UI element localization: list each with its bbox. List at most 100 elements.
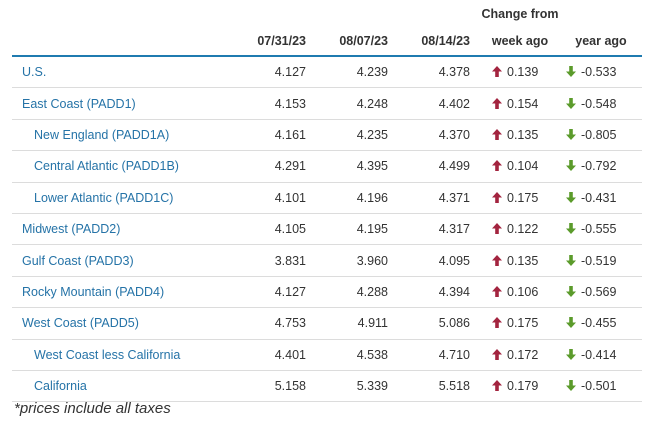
week-change-cell: 0.135: [480, 119, 560, 152]
table-body: U.S. 4.127 4.239 4.378 0.139 -0.533 East Coast…: [12, 56, 642, 403]
price-date1: 4.127: [232, 276, 316, 309]
year-change-cell: -0.431: [560, 182, 642, 214]
arrow-down-icon: [566, 128, 576, 140]
week-change-value: 0.122: [507, 222, 539, 237]
price-date1: 4.127: [232, 56, 316, 89]
price-date1: 4.105: [232, 213, 316, 246]
week-change-value: 0.104: [507, 159, 539, 174]
header-row-top: Change from: [12, 0, 642, 27]
arrow-down-icon: [566, 223, 576, 235]
region-header: [12, 27, 232, 57]
year-change-cell: -0.519: [560, 244, 642, 277]
price-date2: 4.239: [316, 56, 398, 89]
week-change-value: 0.135: [507, 253, 539, 268]
table-row: California 5.158 5.339 5.518 0.179 -0.501: [12, 370, 642, 403]
week-change-cell: 0.175: [480, 307, 560, 340]
date3-header: 08/14/23: [398, 27, 480, 57]
year-change-value: -0.805: [581, 127, 617, 142]
price-date3: 4.499: [398, 150, 480, 183]
price-date3: 4.371: [398, 182, 480, 214]
region-link[interactable]: U.S.: [12, 56, 232, 89]
week-change-cell: 0.135: [480, 244, 560, 277]
week-change-cell: 0.172: [480, 339, 560, 371]
arrow-down-icon: [566, 348, 576, 360]
header-spacer: [232, 0, 316, 27]
arrow-up-icon: [492, 254, 502, 266]
date1-header: 07/31/23: [232, 27, 316, 57]
region-link[interactable]: Gulf Coast (PADD3): [12, 244, 232, 277]
price-date3: 5.086: [398, 307, 480, 340]
region-link[interactable]: California: [12, 370, 232, 403]
arrow-down-icon: [566, 254, 576, 266]
region-link[interactable]: West Coast (PADD5): [12, 307, 232, 340]
year-change-value: -0.501: [581, 379, 617, 394]
region-link[interactable]: West Coast less California: [12, 339, 232, 371]
arrow-up-icon: [492, 380, 502, 392]
price-date1: 5.158: [232, 370, 316, 403]
table-row: U.S. 4.127 4.239 4.378 0.139 -0.533: [12, 56, 642, 89]
price-date2: 4.288: [316, 276, 398, 309]
price-date1: 4.153: [232, 87, 316, 120]
price-date2: 4.911: [316, 307, 398, 340]
header-row-bottom: 07/31/23 08/07/23 08/14/23 week ago year…: [12, 27, 642, 57]
price-date2: 5.339: [316, 370, 398, 403]
week-change-cell: 0.104: [480, 150, 560, 183]
arrow-up-icon: [492, 285, 502, 297]
arrow-up-icon: [492, 191, 502, 203]
region-link[interactable]: Rocky Mountain (PADD4): [12, 276, 232, 309]
region-link[interactable]: Lower Atlantic (PADD1C): [12, 182, 232, 214]
price-date1: 4.401: [232, 339, 316, 371]
year-change-cell: -0.533: [560, 56, 642, 89]
region-link[interactable]: Midwest (PADD2): [12, 213, 232, 246]
price-date2: 4.248: [316, 87, 398, 120]
year-change-cell: -0.455: [560, 307, 642, 340]
year-change-cell: -0.569: [560, 276, 642, 309]
year-change-value: -0.414: [581, 347, 617, 362]
price-date3: 5.518: [398, 370, 480, 403]
arrow-up-icon: [492, 160, 502, 172]
region-link[interactable]: New England (PADD1A): [12, 119, 232, 152]
week-change-cell: 0.154: [480, 87, 560, 120]
week-change-cell: 0.175: [480, 182, 560, 214]
table-header: Change from 07/31/23 08/07/23 08/14/23 w…: [12, 0, 642, 57]
week-change-value: 0.139: [507, 65, 539, 80]
arrow-down-icon: [566, 97, 576, 109]
arrow-up-icon: [492, 66, 502, 78]
table-row: New England (PADD1A) 4.161 4.235 4.370 0.135…: [12, 119, 642, 152]
arrow-up-icon: [492, 348, 502, 360]
week-change-value: 0.172: [507, 347, 539, 362]
date2-header: 08/07/23: [316, 27, 398, 57]
year-change-cell: -0.501: [560, 370, 642, 403]
year-change-value: -0.455: [581, 316, 617, 331]
region-link[interactable]: East Coast (PADD1): [12, 87, 232, 120]
year-change-cell: -0.414: [560, 339, 642, 371]
header-spacer: [560, 0, 642, 27]
week-change-cell: 0.179: [480, 370, 560, 403]
week-change-value: 0.175: [507, 316, 539, 331]
taxes-footnote: *prices include all taxes: [14, 400, 171, 417]
year-change-cell: -0.548: [560, 87, 642, 120]
arrow-down-icon: [566, 191, 576, 203]
region-link[interactable]: Central Atlantic (PADD1B): [12, 150, 232, 183]
arrow-up-icon: [492, 97, 502, 109]
header-spacer: [12, 0, 232, 27]
header-spacer: [398, 0, 480, 27]
week-ago-header: week ago: [480, 27, 560, 57]
price-date2: 3.960: [316, 244, 398, 277]
arrow-up-icon: [492, 317, 502, 329]
year-change-cell: -0.792: [560, 150, 642, 183]
table-row: West Coast (PADD5) 4.753 4.911 5.086 0.175 -0…: [12, 307, 642, 340]
price-date2: 4.196: [316, 182, 398, 214]
arrow-down-icon: [566, 66, 576, 78]
arrow-down-icon: [566, 380, 576, 392]
week-change-value: 0.106: [507, 284, 539, 299]
price-date3: 4.378: [398, 56, 480, 89]
price-date2: 4.538: [316, 339, 398, 371]
price-date2: 4.395: [316, 150, 398, 183]
price-date3: 4.370: [398, 119, 480, 152]
price-date2: 4.235: [316, 119, 398, 152]
price-date3: 4.402: [398, 87, 480, 120]
year-change-value: -0.569: [581, 284, 617, 299]
price-date3: 4.394: [398, 276, 480, 309]
